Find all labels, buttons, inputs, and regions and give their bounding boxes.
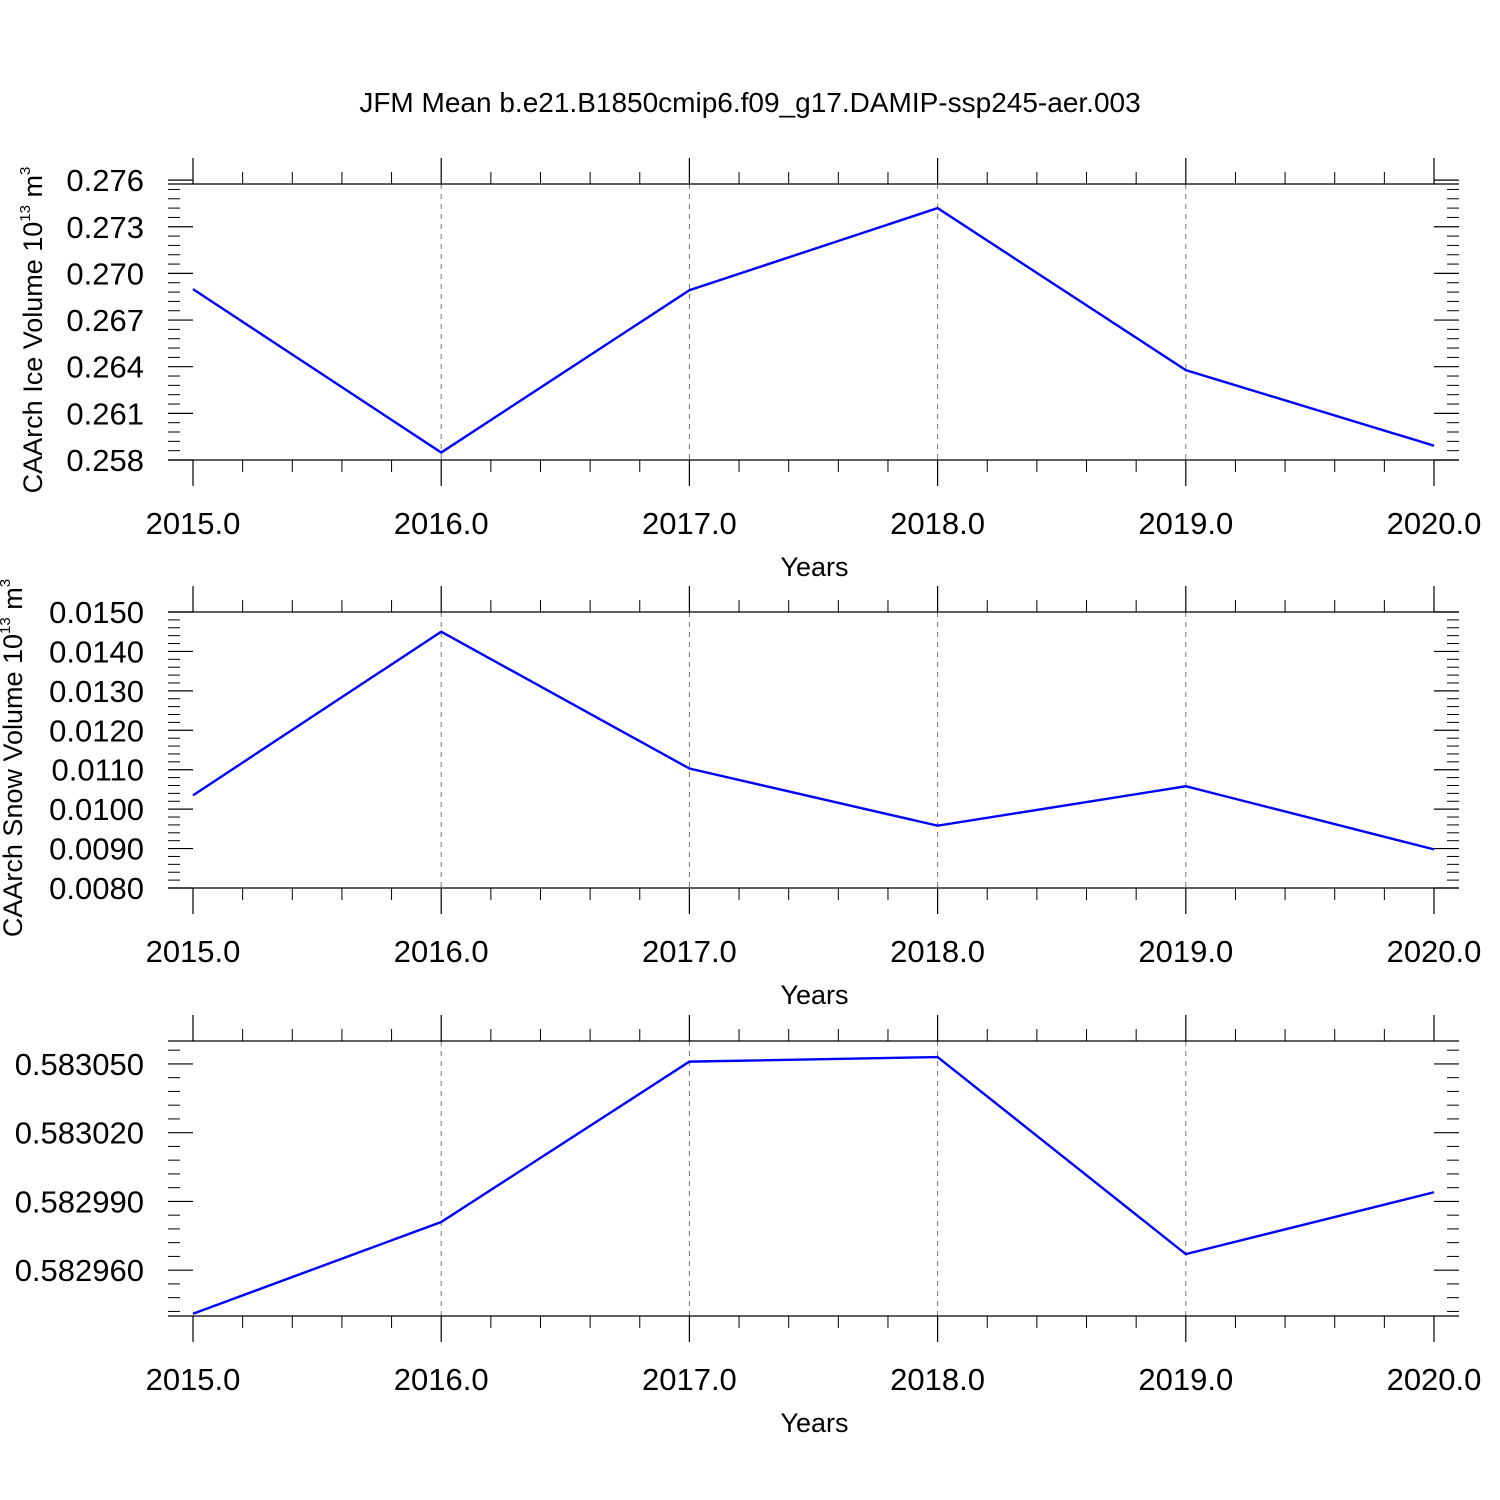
x-tick-label: 2018.0 — [890, 506, 985, 541]
y-tick-label: 0.270 — [66, 256, 144, 291]
x-tick-label: 2016.0 — [394, 1362, 489, 1397]
panel-1: 2015.0 2016.0 2017.0 2018.0 2019.0 2020.0 Year… — [17, 158, 1481, 582]
x-tick-label: 2017.0 — [642, 506, 737, 541]
x-tick-label: 2016.0 — [394, 506, 489, 541]
x-tick-label: 2015.0 — [146, 934, 241, 969]
y-axis: 0.582960 0.582990 0.583020 0.583050 — [15, 1047, 1459, 1312]
x-axis: 2015.0 2016.0 2017.0 2018.0 2019.0 2020.0 Year… — [146, 1015, 1482, 1438]
y-tick-label: 0.0090 — [49, 832, 144, 867]
y-tick-label: 0.0110 — [51, 753, 144, 788]
figure-title: JFM Mean b.e21.B1850cmip6.f09_g17.DAMIP-… — [359, 87, 1140, 118]
y-axis-label: CAArch Snow Volume 1013 m3 — [0, 579, 28, 937]
y-tick-label: 0.0080 — [49, 871, 144, 906]
panels: 2015.0 2016.0 2017.0 2018.0 2019.0 2020.0 Year… — [0, 158, 1481, 1438]
y-axis: 0.258 0.261 0.264 0.267 0.270 0.273 0.276 CAArc… — [17, 163, 1459, 493]
x-axis-label: Years — [780, 980, 848, 1010]
x-tick-label: 2020.0 — [1387, 1362, 1482, 1397]
y-axis: 0.0080 0.0090 0.0100 0.0110 0.0120 0.0130 0.01… — [0, 579, 1459, 937]
x-tick-label: 2019.0 — [1138, 506, 1233, 541]
series-line-1 — [192, 206, 1435, 454]
y-tick-label: 0.582990 — [15, 1184, 144, 1219]
x-axis-label: Years — [780, 552, 848, 582]
y-tick-label: 0.582960 — [15, 1253, 144, 1288]
x-axis: 2015.0 2016.0 2017.0 2018.0 2019.0 2020.0 Year… — [146, 158, 1482, 582]
x-tick-label: 2015.0 — [146, 506, 241, 541]
series-line-1 — [192, 1055, 1435, 1315]
x-tick-label: 2017.0 — [642, 934, 737, 969]
y-axis-label: CAArch Ice Volume 1013 m3 — [17, 167, 48, 494]
x-tick-label: 2015.0 — [146, 1362, 241, 1397]
y-tick-label: 0.276 — [66, 163, 144, 198]
x-tick-label: 2020.0 — [1387, 506, 1482, 541]
y-tick-label: 0.267 — [66, 303, 144, 338]
x-tick-label: 2018.0 — [890, 1362, 985, 1397]
y-tick-label: 0.264 — [66, 350, 144, 385]
y-tick-label: 0.273 — [66, 210, 144, 245]
x-axis-label: Years — [780, 1408, 848, 1438]
y-tick-label: 0.261 — [66, 396, 144, 431]
y-tick-label: 0.583020 — [15, 1116, 144, 1151]
y-tick-label: 0.0150 — [49, 595, 144, 630]
x-tick-label: 2019.0 — [1138, 1362, 1233, 1397]
series-line-1 — [192, 630, 1435, 851]
panel-2: 2015.0 2016.0 2017.0 2018.0 2019.0 2020.0 Year… — [0, 579, 1481, 1010]
y-tick-label: 0.583050 — [15, 1047, 144, 1082]
x-axis: 2015.0 2016.0 2017.0 2018.0 2019.0 2020.0 Year… — [146, 586, 1482, 1010]
y-tick-label: 0.0120 — [49, 713, 144, 748]
x-tick-label: 2016.0 — [394, 934, 489, 969]
x-tick-label: 2019.0 — [1138, 934, 1233, 969]
y-tick-label: 0.0130 — [49, 674, 144, 709]
x-tick-label: 2020.0 — [1387, 934, 1482, 969]
panel-3: 2015.0 2016.0 2017.0 2018.0 2019.0 2020.0 Year… — [15, 1015, 1482, 1438]
y-tick-label: 0.0140 — [49, 634, 144, 669]
y-tick-label: 0.258 — [66, 443, 144, 478]
x-tick-label: 2017.0 — [642, 1362, 737, 1397]
y-tick-label: 0.0100 — [49, 792, 144, 827]
x-tick-label: 2018.0 — [890, 934, 985, 969]
